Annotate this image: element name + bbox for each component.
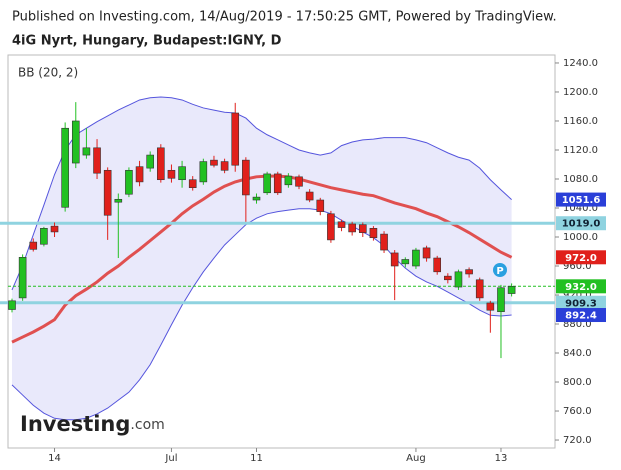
candle-body xyxy=(61,127,69,208)
bb-lower xyxy=(11,208,512,421)
candle-body xyxy=(220,161,229,171)
candle-body xyxy=(316,199,325,212)
plot-area xyxy=(0,96,555,421)
candle-body xyxy=(295,176,303,187)
x-tick-label: Aug xyxy=(406,453,426,464)
candle-body xyxy=(167,169,176,179)
price-label-box xyxy=(556,279,606,294)
candle-body xyxy=(125,169,133,195)
price-label: 892.4 xyxy=(565,311,597,322)
candle-body xyxy=(465,269,473,275)
y-tick-label: 1040.0 xyxy=(563,203,598,214)
candle-body xyxy=(390,252,399,267)
price-label-box xyxy=(556,308,606,323)
candle-body xyxy=(103,169,112,216)
candle-body xyxy=(114,198,123,203)
candle-body xyxy=(454,271,463,288)
bb-middle xyxy=(11,174,513,344)
candle-body xyxy=(231,112,240,166)
plot-frame xyxy=(7,54,556,449)
candle-body xyxy=(422,247,431,259)
y-tick-label: 800.0 xyxy=(563,377,592,388)
candle-body xyxy=(433,257,442,273)
chart-title: 4iG Nyrt, Hungary, Budapest:IGNY, D xyxy=(12,34,282,49)
y-tick-label: 1080.0 xyxy=(563,174,598,185)
y-tick-label: 1240.0 xyxy=(563,58,598,69)
y-tick-label: 1200.0 xyxy=(563,87,598,98)
y-tick-label: 1160.0 xyxy=(563,116,598,127)
candle-body xyxy=(380,233,388,251)
candle-body xyxy=(178,166,186,181)
candle-body xyxy=(82,147,91,156)
y-tick-label: 760.0 xyxy=(563,406,592,417)
price-label: 932.0 xyxy=(565,282,597,293)
candle-body xyxy=(486,302,495,311)
candle-body xyxy=(444,275,452,281)
candle-body xyxy=(242,159,250,196)
candle-body xyxy=(401,259,410,265)
candle-body xyxy=(93,147,101,174)
y-tick-label: 920.0 xyxy=(563,290,592,301)
y-tick-label: 960.0 xyxy=(563,261,592,272)
candle-body xyxy=(199,161,208,183)
watermark: Investing.com xyxy=(20,412,165,436)
x-tick-label: 14 xyxy=(48,453,61,464)
watermark-domain: .com xyxy=(130,417,164,433)
candle-body xyxy=(358,224,367,233)
y-tick-label: 1000.0 xyxy=(563,232,598,243)
candle-body xyxy=(252,196,261,201)
candle-body xyxy=(507,286,516,294)
candle-body xyxy=(188,179,197,188)
bb-upper xyxy=(11,96,512,291)
watermark-main: Investing xyxy=(20,412,130,436)
y-tick-label: 720.0 xyxy=(563,435,592,446)
candle-body xyxy=(18,257,27,299)
y-tick-label: 1120.0 xyxy=(563,145,598,156)
indicator-label: BB (20, 2) xyxy=(18,66,78,80)
candle-body xyxy=(157,147,165,181)
event-marker[interactable] xyxy=(493,263,507,277)
y-tick-label: 880.0 xyxy=(563,319,592,330)
candle-body xyxy=(135,166,144,183)
price-label-box xyxy=(556,250,606,265)
candle-body xyxy=(50,225,59,233)
y-tick-label: 840.0 xyxy=(563,348,592,359)
x-tick-label: Jul xyxy=(164,453,177,464)
candle-body xyxy=(8,300,16,310)
x-tick-label: 11 xyxy=(250,453,263,464)
event-marker-label[interactable]: P xyxy=(496,266,503,277)
candle-body xyxy=(210,159,218,166)
price-label-box xyxy=(556,216,606,231)
price-label: 1051.6 xyxy=(562,195,601,206)
candle-body xyxy=(146,154,154,169)
price-label: 1019.0 xyxy=(562,219,601,230)
candle-body xyxy=(327,213,335,241)
candle-body xyxy=(263,173,271,194)
candle-body xyxy=(305,191,314,201)
candle-body xyxy=(273,173,282,194)
price-label-box xyxy=(556,295,606,310)
price-label: 909.3 xyxy=(565,298,597,309)
candle-body xyxy=(40,227,48,245)
candle-body xyxy=(284,175,293,186)
candle-body xyxy=(412,249,420,267)
price-label-box xyxy=(556,192,606,207)
candle-body xyxy=(71,120,80,164)
price-label: 972.0 xyxy=(565,253,597,264)
candle-body xyxy=(497,287,505,312)
chart-subtitle: Published on Investing.com, 14/Aug/2019 … xyxy=(12,10,557,25)
candle-body xyxy=(348,223,356,233)
candle-body xyxy=(337,221,346,228)
candle-body xyxy=(369,227,378,239)
x-tick-label: 13 xyxy=(495,453,508,464)
candle-body xyxy=(29,241,38,250)
candle-body xyxy=(475,279,484,299)
